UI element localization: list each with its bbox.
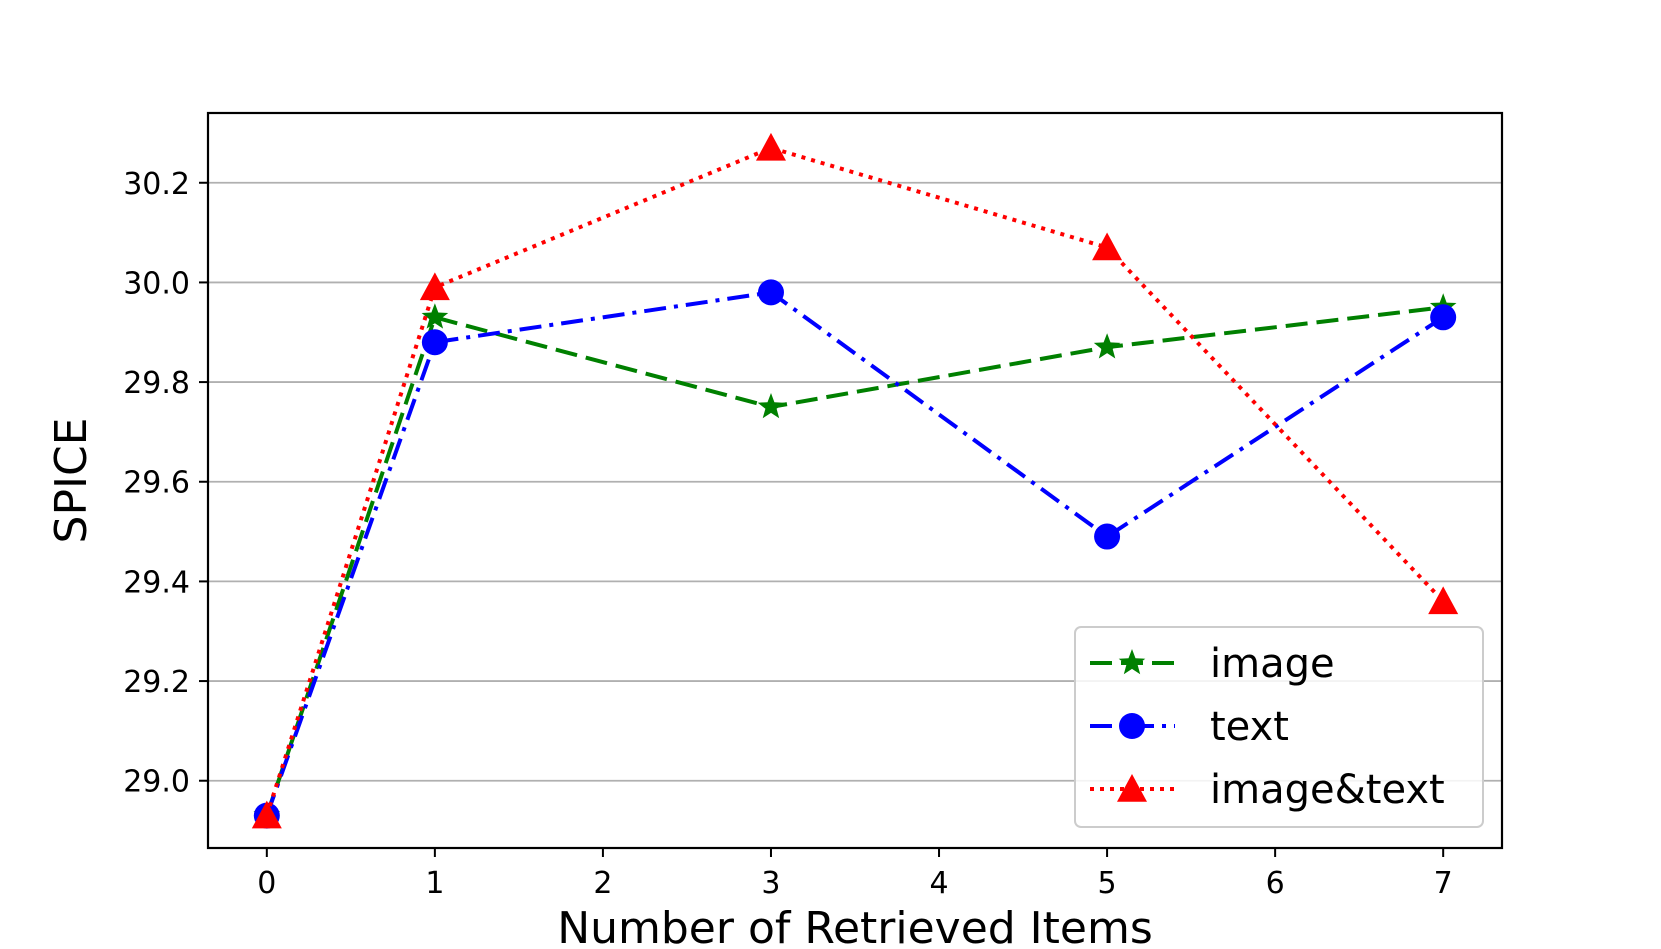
data-point-image-text (1092, 232, 1123, 261)
series-layer (251, 132, 1459, 829)
x-tick-label: 1 (425, 866, 444, 901)
x-tick-label: 3 (761, 866, 780, 901)
legend-label-text: text (1210, 704, 1289, 750)
data-point-text (1094, 523, 1121, 550)
y-tick-label: 29.6 (123, 466, 190, 501)
y-axis: 29.0 29.2 29.4 29.6 29.8 30.0 30.2 (123, 167, 208, 800)
gridlines (208, 181, 1502, 782)
x-tick-label: 6 (1266, 866, 1285, 901)
y-tick-label: 29.4 (123, 565, 190, 600)
y-tick-label: 30.0 (123, 266, 190, 301)
data-point-image-text (755, 132, 786, 161)
series-image-text (251, 132, 1459, 829)
x-tick-label: 2 (593, 866, 612, 901)
y-axis-title: SPICE (46, 418, 97, 544)
x-axis: 0 1 2 3 4 5 6 7 (257, 848, 1453, 901)
legend-label-image-text: image&text (1210, 767, 1445, 813)
x-tick-label: 0 (257, 866, 276, 901)
legend-box (1074, 626, 1484, 828)
legend-marker-image (1118, 649, 1146, 675)
y-tick-label: 29.8 (123, 366, 190, 401)
data-point-image (1093, 333, 1121, 359)
data-point-image (421, 303, 449, 329)
series-line-image-text (264, 145, 1445, 817)
data-point-text (757, 279, 784, 306)
y-tick-label: 29.2 (123, 665, 190, 700)
y-tick-label: 30.2 (123, 167, 190, 202)
data-point-text (421, 329, 448, 356)
x-tick-label: 7 (1434, 866, 1453, 901)
data-point-image (757, 393, 785, 419)
data-point-image-text (419, 272, 450, 301)
legend-label-image: image (1210, 641, 1335, 687)
y-tick-label: 29.0 (123, 765, 190, 800)
data-point-image-text (1428, 586, 1459, 615)
x-axis-title: Number of Retrieved Items (557, 903, 1153, 949)
legend-marker-image-text (1117, 774, 1147, 802)
plot-area-frame (206, 111, 1504, 850)
x-tick-label: 4 (929, 866, 948, 901)
x-tick-label: 5 (1098, 866, 1117, 901)
data-point-text (1430, 304, 1457, 331)
data-point-image-text (251, 800, 282, 829)
legend-marker-text (1119, 713, 1145, 739)
legend: image text image&text (1074, 626, 1484, 828)
